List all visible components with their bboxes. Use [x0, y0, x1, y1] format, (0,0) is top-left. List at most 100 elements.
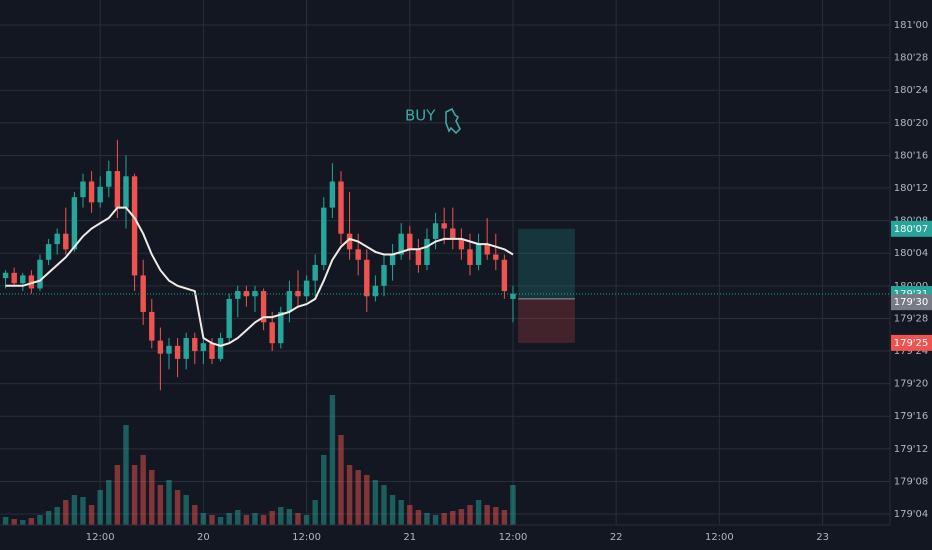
grid: [0, 0, 890, 525]
volume-bar: [157, 485, 164, 525]
volume-bar: [192, 505, 198, 525]
candle-body: [450, 228, 456, 239]
volume-bar: [389, 495, 396, 525]
candle-body: [484, 244, 490, 255]
volume-bar: [355, 470, 361, 525]
volume-bar: [329, 395, 336, 525]
candle-body: [278, 311, 284, 344]
volume-bar: [80, 497, 86, 525]
candle-body: [424, 238, 430, 265]
volume-bar: [432, 515, 439, 525]
volume-bar: [114, 465, 121, 525]
volume-bar: [71, 495, 78, 525]
volume-bar: [407, 505, 413, 525]
candle-body: [303, 280, 310, 297]
volume-bar: [441, 513, 447, 525]
candle-body: [63, 233, 69, 250]
candle-body: [217, 338, 224, 359]
candle-body: [458, 238, 465, 250]
y-tick-label: 179'28: [894, 313, 929, 324]
candle-body: [123, 176, 129, 208]
x-tick-label: 12:00: [705, 532, 734, 543]
volume-bar: [140, 455, 146, 525]
volume-bar: [97, 490, 103, 525]
candle-body: [114, 171, 121, 208]
volume-bar: [235, 510, 241, 525]
price-label: 180'07: [894, 224, 929, 235]
candle-body: [372, 285, 379, 297]
overlay-layer: [0, 228, 890, 343]
candle-body: [432, 223, 439, 239]
candle-body: [88, 181, 95, 203]
volume-bar: [209, 515, 215, 525]
y-tick-label: 179'12: [894, 444, 929, 455]
volume-bar: [28, 518, 35, 525]
position-loss: [518, 298, 575, 343]
volume-bar: [381, 485, 387, 525]
candle-body: [54, 233, 60, 245]
candle-body: [415, 249, 422, 265]
candle-body: [183, 338, 189, 359]
volume-bar: [63, 500, 69, 525]
candle-body: [269, 322, 275, 344]
candle-body: [252, 291, 258, 297]
candle-body: [329, 181, 336, 208]
volume-bar: [45, 511, 52, 525]
y-tick-label: 180'16: [894, 150, 929, 161]
volume-bar: [303, 515, 310, 525]
candle-body: [11, 272, 17, 284]
candle-body: [389, 254, 396, 265]
candle-body: [338, 181, 344, 234]
volume-bar: [415, 510, 422, 525]
candle-body: [166, 345, 172, 354]
volume-bar: [252, 513, 258, 525]
axis-layer: 181'00 180'28 180'24 180'20 180'16 180'12 180'…: [86, 20, 932, 543]
candle-body: [467, 249, 473, 265]
y-tick-label: 180'24: [894, 85, 929, 96]
y-tick-label: 180'28: [894, 53, 929, 64]
price-label-box: [891, 334, 932, 351]
volume-bar: [106, 480, 112, 525]
y-tick-label: 179'20: [894, 379, 929, 390]
price-label-box: [891, 294, 932, 311]
candle-body: [493, 254, 499, 260]
volume-bar: [372, 480, 379, 525]
volume-bar: [123, 425, 129, 525]
volume-bar: [312, 500, 318, 525]
candle-body: [260, 291, 267, 323]
y-tick-label: 179'04: [894, 509, 929, 520]
candle-body: [364, 259, 370, 297]
candle-body: [501, 259, 508, 292]
volume-bar: [37, 515, 43, 525]
candle-body: [407, 233, 413, 250]
x-tick-label: 21: [403, 532, 416, 543]
candle-layer: [2, 139, 516, 391]
buy-icon: [445, 107, 461, 135]
y-tick-label: 180'20: [894, 118, 929, 129]
y-tick-label: 179'16: [894, 411, 929, 422]
x-tick-label: 23: [816, 532, 829, 543]
candle-body: [321, 207, 327, 265]
candle-body: [45, 244, 52, 260]
candle-body: [106, 171, 112, 187]
volume-bar: [510, 485, 516, 525]
volume-bar: [166, 480, 172, 525]
volume-bar: [475, 500, 482, 525]
candle-body: [312, 264, 318, 281]
volume-layer: [2, 395, 516, 525]
candle-body: [346, 233, 353, 250]
volume-bar: [458, 509, 465, 525]
position-profit: [518, 228, 575, 299]
price-label: 179'30: [894, 297, 929, 308]
y-tick-label: 181'00: [894, 20, 929, 31]
y-tick-label: 179'08: [894, 476, 929, 487]
volume-bar: [174, 490, 181, 525]
volume-bar: [321, 455, 327, 525]
volume-bar: [217, 517, 224, 525]
volume-bar: [269, 511, 275, 525]
x-tick-label: 22: [610, 532, 623, 543]
candle-body: [286, 291, 293, 312]
price-label: 179'25: [894, 338, 929, 349]
